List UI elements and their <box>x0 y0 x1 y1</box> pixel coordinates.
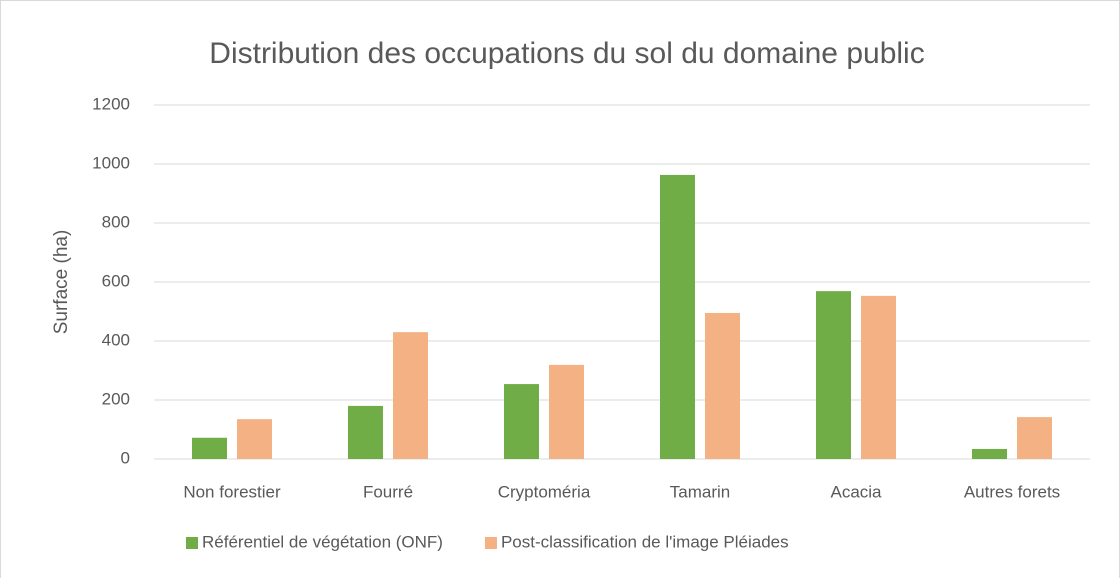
legend-swatch <box>186 537 198 549</box>
y-tick-label: 200 <box>102 389 130 408</box>
legend-label: Post-classification de l'image Pléiades <box>501 532 789 551</box>
y-tick-label: 800 <box>102 212 130 231</box>
bar <box>816 291 851 459</box>
bar <box>504 384 539 459</box>
y-tick-label: 1200 <box>92 94 130 113</box>
bar <box>348 405 383 459</box>
x-tick-label: Non forestier <box>183 482 281 501</box>
x-tick-label: Tamarin <box>670 482 730 501</box>
bar <box>705 312 740 459</box>
bar <box>861 295 896 459</box>
x-tick-label: Fourré <box>363 482 413 501</box>
bar <box>192 437 227 459</box>
x-tick-label: Autres forets <box>964 482 1060 501</box>
x-tick-label: Cryptoméria <box>498 482 591 501</box>
y-tick-label: 600 <box>102 271 130 290</box>
y-axis-label: Surface (ha) <box>51 230 72 335</box>
y-tick-label: 400 <box>102 330 130 349</box>
bar <box>549 364 584 459</box>
legend-label: Référentiel de végétation (ONF) <box>202 532 443 551</box>
bar <box>660 174 695 460</box>
bar <box>1017 417 1052 459</box>
bar <box>237 419 272 459</box>
legend-swatch <box>484 537 497 549</box>
chart-title: Distribution des occupations du sol du d… <box>209 37 924 70</box>
x-tick-label: Acacia <box>830 482 882 501</box>
bar <box>393 332 428 459</box>
bar <box>972 448 1007 459</box>
y-tick-label: 1000 <box>92 153 130 172</box>
y-tick-label: 0 <box>121 448 130 467</box>
